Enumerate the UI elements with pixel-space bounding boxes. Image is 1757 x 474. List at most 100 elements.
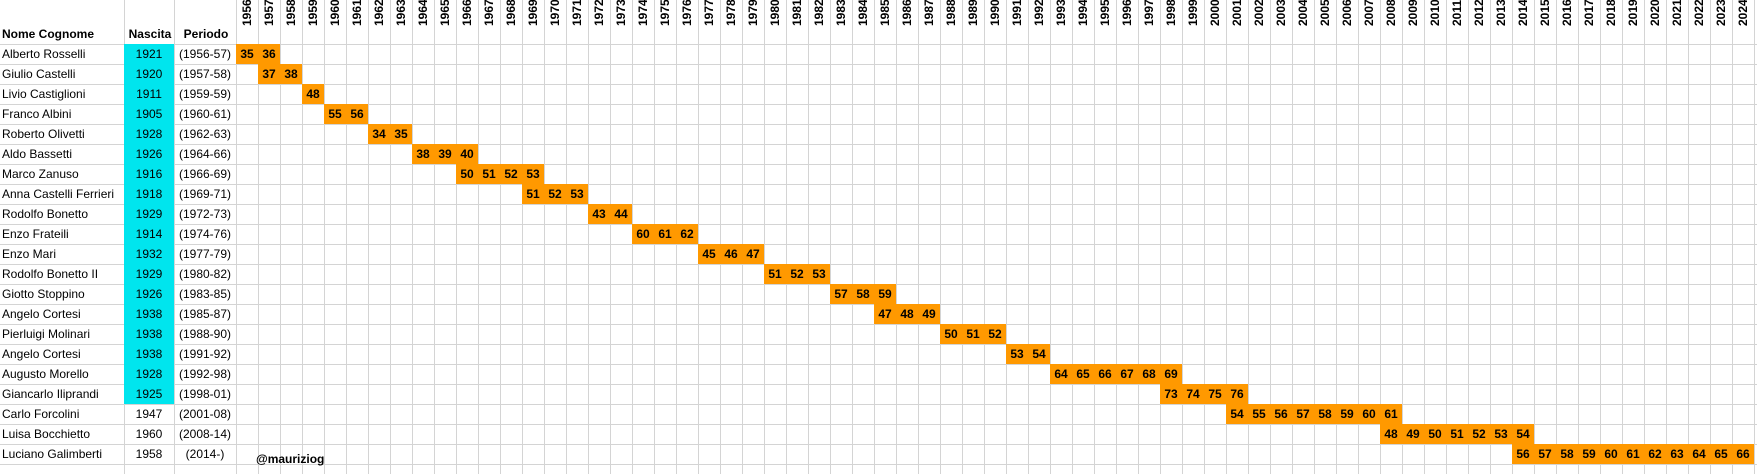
year-header[interactable]: 1974 [632,0,654,44]
age-cell[interactable]: 35 [236,44,258,64]
age-cell[interactable]: 62 [676,224,698,244]
year-header[interactable]: 1962 [368,0,390,44]
year-header[interactable]: 1959 [302,0,324,44]
year-header[interactable]: 1970 [544,0,566,44]
age-cell[interactable]: 43 [588,204,610,224]
age-cell[interactable]: 47 [742,244,764,264]
age-cell[interactable]: 75 [1204,384,1226,404]
age-cell[interactable]: 54 [1226,404,1248,424]
age-cell[interactable]: 62 [1644,444,1666,464]
year-header[interactable]: 1983 [830,0,852,44]
year-header[interactable]: 2022 [1688,0,1710,44]
year-header[interactable]: 2010 [1424,0,1446,44]
year-header[interactable]: 1964 [412,0,434,44]
age-cell[interactable]: 59 [1336,404,1358,424]
year-header[interactable]: 2021 [1666,0,1688,44]
year-header[interactable]: 1991 [1006,0,1028,44]
birth-year-cell[interactable]: 1929 [124,264,174,284]
age-cell[interactable]: 60 [1600,444,1622,464]
age-cell[interactable]: 38 [412,144,434,164]
birth-year-cell[interactable]: 1914 [124,224,174,244]
age-cell[interactable]: 60 [1358,404,1380,424]
period-cell[interactable]: (1966-69) [178,167,232,181]
year-header[interactable]: 2004 [1292,0,1314,44]
age-cell[interactable]: 57 [1292,404,1314,424]
age-cell[interactable]: 52 [1468,424,1490,444]
age-cell[interactable]: 52 [500,164,522,184]
name-cell[interactable]: Giancarlo Iliprandi [2,387,99,401]
birth-year-cell[interactable]: 1918 [124,184,174,204]
age-cell[interactable]: 63 [1666,444,1688,464]
year-header[interactable]: 1998 [1160,0,1182,44]
age-cell[interactable]: 49 [1402,424,1424,444]
year-header[interactable]: 2012 [1468,0,1490,44]
age-cell[interactable]: 60 [632,224,654,244]
age-cell[interactable]: 67 [1116,364,1138,384]
birth-year-cell[interactable]: 1921 [124,44,174,64]
age-cell[interactable]: 51 [522,184,544,204]
birth-year-cell[interactable]: 1928 [124,364,174,384]
age-cell[interactable]: 53 [1490,424,1512,444]
age-cell[interactable]: 52 [984,324,1006,344]
year-header[interactable]: 1967 [478,0,500,44]
age-cell[interactable]: 56 [1512,444,1534,464]
age-cell[interactable]: 65 [1710,444,1732,464]
year-header[interactable]: 2009 [1402,0,1424,44]
period-cell[interactable]: (1972-73) [178,207,232,221]
name-cell[interactable]: Rodolfo Bonetto [2,207,89,221]
name-cell[interactable]: Alberto Rosselli [2,47,86,61]
year-header[interactable]: 1979 [742,0,764,44]
age-cell[interactable]: 53 [522,164,544,184]
name-cell[interactable]: Angelo Cortesi [2,307,81,321]
year-header[interactable]: 2017 [1578,0,1600,44]
birth-year-cell[interactable]: 1920 [124,64,174,84]
year-header[interactable]: 2011 [1446,0,1468,44]
period-cell[interactable]: (1983-85) [178,287,232,301]
age-cell[interactable]: 53 [1006,344,1028,364]
age-cell[interactable]: 64 [1050,364,1072,384]
name-cell[interactable]: Livio Castiglioni [2,87,86,101]
birth-year-cell[interactable]: 1929 [124,204,174,224]
period-cell[interactable]: (1988-90) [178,327,232,341]
year-header[interactable]: 1977 [698,0,720,44]
year-header[interactable]: 2006 [1336,0,1358,44]
period-cell[interactable]: (1964-66) [178,147,232,161]
name-cell[interactable]: Luisa Bocchietto [2,427,91,441]
name-cell[interactable]: Anna Castelli Ferrieri [2,187,115,201]
year-header[interactable]: 2015 [1534,0,1556,44]
birth-year-cell[interactable]: 1932 [124,244,174,264]
age-cell[interactable]: 55 [1248,404,1270,424]
header-period[interactable]: Periodo [174,0,236,44]
year-header[interactable]: 1984 [852,0,874,44]
age-cell[interactable]: 45 [698,244,720,264]
year-header[interactable]: 2005 [1314,0,1336,44]
age-cell[interactable]: 56 [346,104,368,124]
year-header[interactable]: 1992 [1028,0,1050,44]
period-cell[interactable]: (1956-57) [178,47,232,61]
age-cell[interactable]: 68 [1138,364,1160,384]
name-cell[interactable]: Rodolfo Bonetto II [2,267,99,281]
name-cell[interactable]: Augusto Morello [2,367,89,381]
age-cell[interactable]: 58 [852,284,874,304]
age-cell[interactable]: 35 [390,124,412,144]
period-cell[interactable]: (1977-79) [178,247,232,261]
year-header[interactable]: 2008 [1380,0,1402,44]
year-header[interactable]: 1999 [1182,0,1204,44]
age-cell[interactable]: 53 [808,264,830,284]
birth-year-cell[interactable]: 1938 [124,324,174,344]
birth-year-cell[interactable]: 1905 [124,104,174,124]
age-cell[interactable]: 40 [456,144,478,164]
birth-year-cell[interactable]: 1938 [124,344,174,364]
age-cell[interactable]: 50 [456,164,478,184]
birth-year-cell[interactable]: 1960 [135,427,163,441]
age-cell[interactable]: 51 [478,164,500,184]
birth-year-cell[interactable]: 1928 [124,124,174,144]
period-cell[interactable]: (1960-61) [178,107,232,121]
year-header[interactable]: 1996 [1116,0,1138,44]
birth-year-cell[interactable]: 1925 [124,384,174,404]
name-cell[interactable]: Luciano Galimberti [2,447,103,461]
year-header[interactable]: 1989 [962,0,984,44]
header-name[interactable]: Nome Cognome [0,0,124,44]
age-cell[interactable]: 61 [1380,404,1402,424]
year-header[interactable]: 1956 [236,0,258,44]
